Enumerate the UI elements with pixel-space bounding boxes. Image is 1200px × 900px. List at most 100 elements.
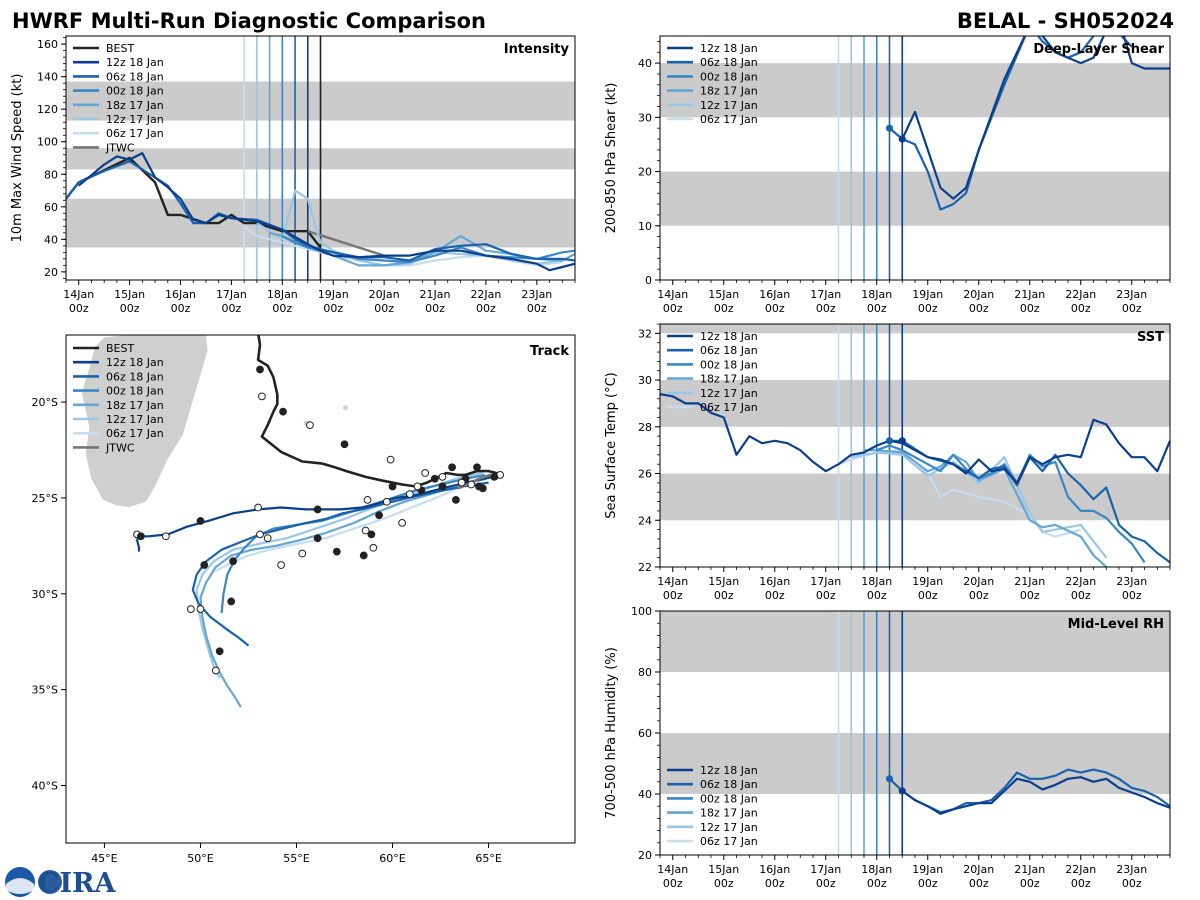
init-marker-12z-18-jan bbox=[898, 787, 906, 795]
plot-area bbox=[66, 36, 575, 280]
legend-label-best: BEST bbox=[106, 42, 134, 55]
legend-label-00z-18-jan: 00z 18 Jan bbox=[106, 385, 164, 398]
track-panel: 45°E 50°E 55°E 60°E 65°E 20°S 25°S 30°S 35°S 40°S… bbox=[32, 334, 576, 865]
y-tick-label: 40 bbox=[44, 233, 58, 246]
storm-id-title: BELAL - SH052024 bbox=[957, 9, 1174, 33]
x-tick-hour: 00z bbox=[527, 302, 547, 315]
x-tick-hour: 00z bbox=[1071, 589, 1091, 602]
track-position-dot bbox=[256, 530, 264, 539]
legend-label-18z-17-jan: 18z 17 Jan bbox=[106, 99, 164, 112]
cira-logo-globe bbox=[38, 870, 62, 894]
track-position-dot bbox=[229, 557, 238, 566]
x-tick-label: 45°E bbox=[91, 852, 117, 865]
x-tick-date: 19Jan bbox=[318, 288, 349, 301]
x-tick-date: 15Jan bbox=[114, 288, 145, 301]
x-tick-date: 19Jan bbox=[912, 288, 943, 301]
track-position-dot bbox=[211, 666, 220, 675]
track-position-dot bbox=[467, 480, 476, 489]
x-tick-date: 19Jan bbox=[912, 863, 943, 876]
x-tick-hour: 00z bbox=[1020, 302, 1040, 315]
y-tick-label: 35°S bbox=[32, 684, 58, 697]
noaa-logo-bird bbox=[6, 878, 34, 894]
x-tick-date: 16Jan bbox=[759, 863, 790, 876]
legend-label-12z-17-jan: 12z 17 Jan bbox=[106, 413, 164, 426]
x-tick-hour: 00z bbox=[816, 302, 836, 315]
legend-label-06z-17-jan: 06z 17 Jan bbox=[106, 127, 164, 140]
x-tick-hour: 00z bbox=[69, 302, 89, 315]
init-marker-12z-18-jan bbox=[898, 135, 906, 143]
y-axis-label: Sea Surface Temp (°C) bbox=[604, 372, 619, 519]
track-position-dot bbox=[448, 463, 456, 472]
climo-band-0 bbox=[660, 473, 1170, 521]
track-position-dot bbox=[457, 478, 466, 487]
x-tick-hour: 00z bbox=[425, 302, 445, 315]
y-tick-label: 40 bbox=[638, 788, 652, 801]
x-tick-hour: 00z bbox=[867, 302, 887, 315]
x-tick-hour: 00z bbox=[323, 302, 343, 315]
track-position-dot bbox=[473, 463, 481, 472]
track-position-dot bbox=[227, 597, 236, 606]
intensity-panel: 2040608010012014016014Jan00z15Jan00z16Ja… bbox=[10, 35, 576, 315]
track-position-dot bbox=[161, 532, 170, 541]
climo-band-0 bbox=[660, 171, 1170, 226]
x-tick-date: 20Jan bbox=[963, 863, 994, 876]
y-tick-label: 28 bbox=[638, 421, 652, 434]
x-tick-date: 16Jan bbox=[759, 575, 790, 588]
x-tick-hour: 00z bbox=[867, 877, 887, 890]
track-position-dot bbox=[313, 505, 322, 514]
x-tick-hour: 00z bbox=[120, 302, 140, 315]
map-area bbox=[80, 335, 504, 708]
track-position-dot bbox=[359, 551, 368, 560]
track-position-dot bbox=[490, 472, 499, 481]
x-tick-hour: 00z bbox=[476, 302, 496, 315]
y-tick-label: 100 bbox=[631, 605, 652, 618]
track-position-dot bbox=[388, 482, 397, 491]
x-tick-hour: 00z bbox=[222, 302, 242, 315]
track-position-dot bbox=[313, 534, 322, 543]
x-tick-hour: 00z bbox=[918, 589, 938, 602]
x-tick-date: 17Jan bbox=[810, 288, 841, 301]
y-tick-label: 160 bbox=[37, 38, 58, 51]
x-tick-date: 17Jan bbox=[810, 575, 841, 588]
y-tick-label: 22 bbox=[638, 561, 652, 574]
track-position-dot bbox=[369, 543, 378, 552]
legend-label-12z-18-jan: 12z 18 Jan bbox=[106, 356, 164, 369]
track-position-dot bbox=[367, 530, 376, 539]
legend-label-06z-17-jan: 06z 17 Jan bbox=[700, 401, 758, 414]
y-tick-label: 20°S bbox=[32, 396, 58, 409]
x-tick-label: 65°E bbox=[475, 852, 501, 865]
x-tick-hour: 00z bbox=[663, 302, 683, 315]
legend-label-00z-18-jan: 00z 18 Jan bbox=[106, 85, 164, 98]
x-tick-hour: 00z bbox=[663, 589, 683, 602]
x-tick-hour: 00z bbox=[816, 877, 836, 890]
track-position-dot bbox=[375, 511, 383, 520]
track-position-dot bbox=[413, 482, 422, 491]
x-tick-date: 15Jan bbox=[708, 863, 739, 876]
track-line-18z-17-jan bbox=[199, 477, 487, 708]
x-tick-date: 17Jan bbox=[810, 863, 841, 876]
track-position-dot bbox=[386, 455, 395, 464]
climo-band-1 bbox=[660, 611, 1170, 672]
x-tick-date: 15Jan bbox=[708, 575, 739, 588]
legend-label-12z-18-jan: 12z 18 Jan bbox=[700, 330, 758, 343]
legend-label-06z-18-jan: 06z 18 Jan bbox=[700, 344, 758, 357]
x-tick-date: 23Jan bbox=[521, 288, 552, 301]
x-tick-hour: 00z bbox=[969, 589, 989, 602]
legend-label-12z-18-jan: 12z 18 Jan bbox=[106, 56, 164, 69]
panel-title: Intensity bbox=[504, 42, 570, 57]
x-tick-date: 15Jan bbox=[708, 288, 739, 301]
track-position-dot bbox=[254, 503, 262, 512]
track-position-dot bbox=[256, 365, 264, 374]
track-position-dot bbox=[306, 421, 314, 429]
track-position-dot bbox=[478, 484, 487, 493]
noaa-logo bbox=[5, 867, 35, 897]
legend-label-00z-18-jan: 00z 18 Jan bbox=[700, 358, 758, 371]
x-tick-date: 14Jan bbox=[63, 288, 94, 301]
y-tick-label: 0 bbox=[645, 274, 652, 287]
legend-label-00z-18-jan: 00z 18 Jan bbox=[700, 70, 758, 83]
x-tick-hour: 00z bbox=[1122, 589, 1142, 602]
x-tick-date: 18Jan bbox=[861, 575, 892, 588]
x-tick-date: 22Jan bbox=[1065, 863, 1096, 876]
